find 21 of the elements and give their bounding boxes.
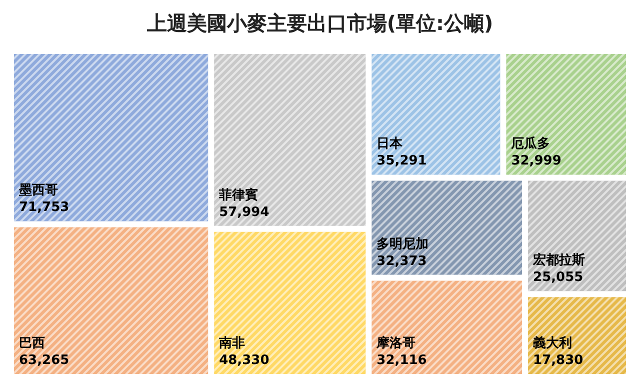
category-label: 厄瓜多 — [510, 136, 550, 152]
data-label: 57,994 — [219, 204, 270, 220]
category-label: 宏都拉斯 — [532, 252, 586, 268]
category-label: 多明尼加 — [376, 236, 429, 252]
data-label: 63,265 — [19, 353, 70, 368]
category-label: 墨西哥 — [18, 183, 58, 198]
category-label: 菲律賓 — [218, 186, 258, 203]
data-label: 32,999 — [511, 154, 562, 169]
category-label: 日本 — [376, 136, 404, 152]
text: 上週美國小麥主要出口市場(單位:公噸) — [146, 11, 494, 35]
category-label: 摩洛哥 — [376, 335, 416, 351]
data-label: 32,373 — [376, 254, 427, 269]
category-label: 南非 — [218, 336, 246, 351]
data-label: 25,055 — [533, 270, 584, 286]
data-label: 71,753 — [19, 200, 70, 216]
data-label: 48,330 — [219, 353, 270, 368]
category-label: 巴西 — [19, 336, 45, 351]
category-label: 義大利 — [532, 335, 572, 351]
data-label: 17,830 — [533, 353, 584, 368]
data-label: 32,116 — [376, 353, 427, 368]
data-label: 35,291 — [376, 154, 427, 169]
